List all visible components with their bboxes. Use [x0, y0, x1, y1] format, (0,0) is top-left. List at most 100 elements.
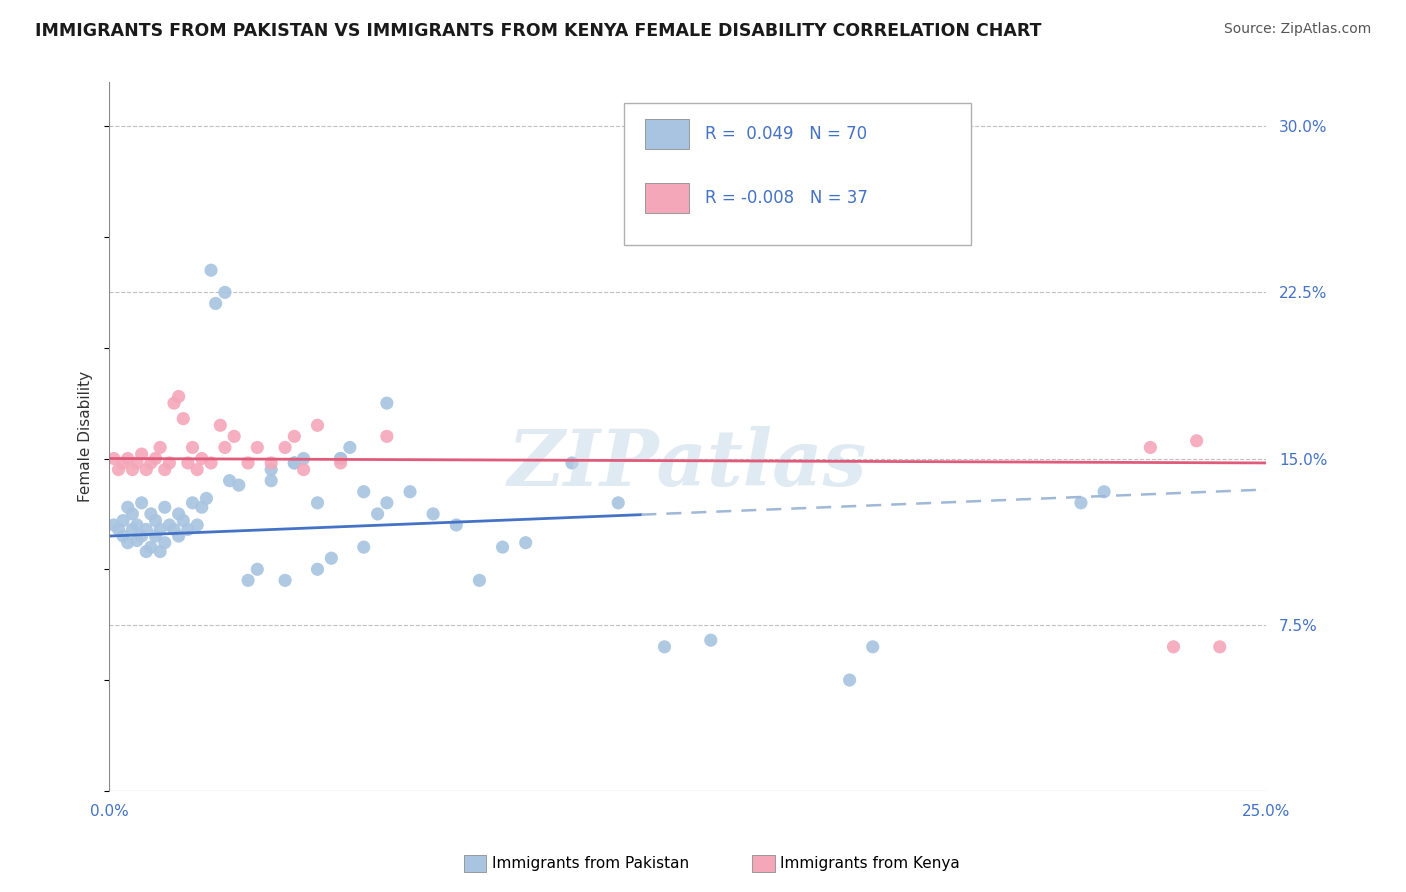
Point — [139, 507, 162, 521]
Point — [224, 429, 246, 443]
Point — [283, 429, 305, 443]
Point — [163, 523, 186, 537]
Point — [145, 529, 167, 543]
Point — [307, 418, 329, 433]
Point — [121, 523, 143, 537]
Point — [329, 451, 352, 466]
Point — [186, 462, 208, 476]
Point — [112, 514, 135, 528]
Point — [246, 562, 269, 576]
Point — [236, 456, 259, 470]
Point — [246, 441, 269, 455]
Point — [329, 456, 352, 470]
Text: R = -0.008   N = 37: R = -0.008 N = 37 — [704, 189, 868, 207]
Point — [422, 507, 444, 521]
Point — [153, 535, 176, 549]
Point — [260, 474, 283, 488]
Point — [153, 462, 176, 476]
Point — [1070, 496, 1092, 510]
Point — [446, 518, 468, 533]
Point — [195, 491, 218, 506]
Point — [145, 514, 167, 528]
Point — [1092, 484, 1115, 499]
Point — [191, 500, 214, 515]
Point — [468, 574, 491, 588]
Point — [321, 551, 343, 566]
Point — [339, 441, 361, 455]
Text: IMMIGRANTS FROM PAKISTAN VS IMMIGRANTS FROM KENYA FEMALE DISABILITY CORRELATION : IMMIGRANTS FROM PAKISTAN VS IMMIGRANTS F… — [35, 22, 1042, 40]
Point — [117, 535, 139, 549]
Point — [292, 451, 315, 466]
Text: Source: ZipAtlas.com: Source: ZipAtlas.com — [1223, 22, 1371, 37]
Point — [186, 518, 208, 533]
Point — [149, 441, 172, 455]
Point — [153, 500, 176, 515]
Point — [172, 411, 194, 425]
Point — [177, 456, 200, 470]
Point — [157, 518, 180, 533]
Point — [121, 507, 143, 521]
Y-axis label: Female Disability: Female Disability — [79, 371, 93, 502]
Point — [200, 456, 222, 470]
Point — [107, 462, 129, 476]
Point — [167, 389, 190, 403]
Point — [131, 447, 153, 461]
Point — [131, 496, 153, 510]
Point — [117, 500, 139, 515]
Point — [157, 456, 180, 470]
Point — [274, 441, 297, 455]
Text: R =  0.049   N = 70: R = 0.049 N = 70 — [704, 126, 868, 144]
Point — [139, 540, 162, 554]
Point — [135, 544, 157, 558]
FancyBboxPatch shape — [645, 183, 689, 213]
Point — [274, 574, 297, 588]
Point — [125, 533, 148, 548]
Point — [107, 523, 129, 537]
FancyBboxPatch shape — [645, 120, 689, 149]
Point — [260, 462, 283, 476]
Point — [177, 523, 200, 537]
Point — [1185, 434, 1208, 448]
Point — [375, 429, 398, 443]
Point — [375, 396, 398, 410]
Point — [1163, 640, 1185, 654]
Point — [181, 496, 204, 510]
Point — [125, 456, 148, 470]
Point — [353, 540, 375, 554]
Point — [139, 456, 162, 470]
Point — [307, 496, 329, 510]
Point — [1139, 441, 1161, 455]
Point — [112, 456, 135, 470]
Point — [329, 451, 352, 466]
Point — [172, 514, 194, 528]
Point — [204, 296, 226, 310]
Point — [135, 462, 157, 476]
Point — [283, 456, 305, 470]
Point — [367, 507, 389, 521]
Point — [260, 456, 283, 470]
Point — [103, 518, 125, 533]
Point — [307, 562, 329, 576]
Point — [209, 418, 232, 433]
Text: Immigrants from Pakistan: Immigrants from Pakistan — [492, 856, 689, 871]
Point — [149, 523, 172, 537]
Point — [218, 474, 240, 488]
Point — [491, 540, 513, 554]
Point — [399, 484, 422, 499]
Point — [862, 640, 884, 654]
Point — [375, 496, 398, 510]
Point — [103, 451, 125, 466]
Point — [236, 574, 259, 588]
FancyBboxPatch shape — [624, 103, 972, 245]
Point — [214, 441, 236, 455]
Point — [654, 640, 676, 654]
Point — [131, 529, 153, 543]
Point — [283, 456, 305, 470]
Point — [181, 441, 204, 455]
Point — [607, 496, 630, 510]
Point — [561, 456, 583, 470]
Point — [214, 285, 236, 300]
Point — [117, 451, 139, 466]
Point — [228, 478, 250, 492]
Point — [200, 263, 222, 277]
